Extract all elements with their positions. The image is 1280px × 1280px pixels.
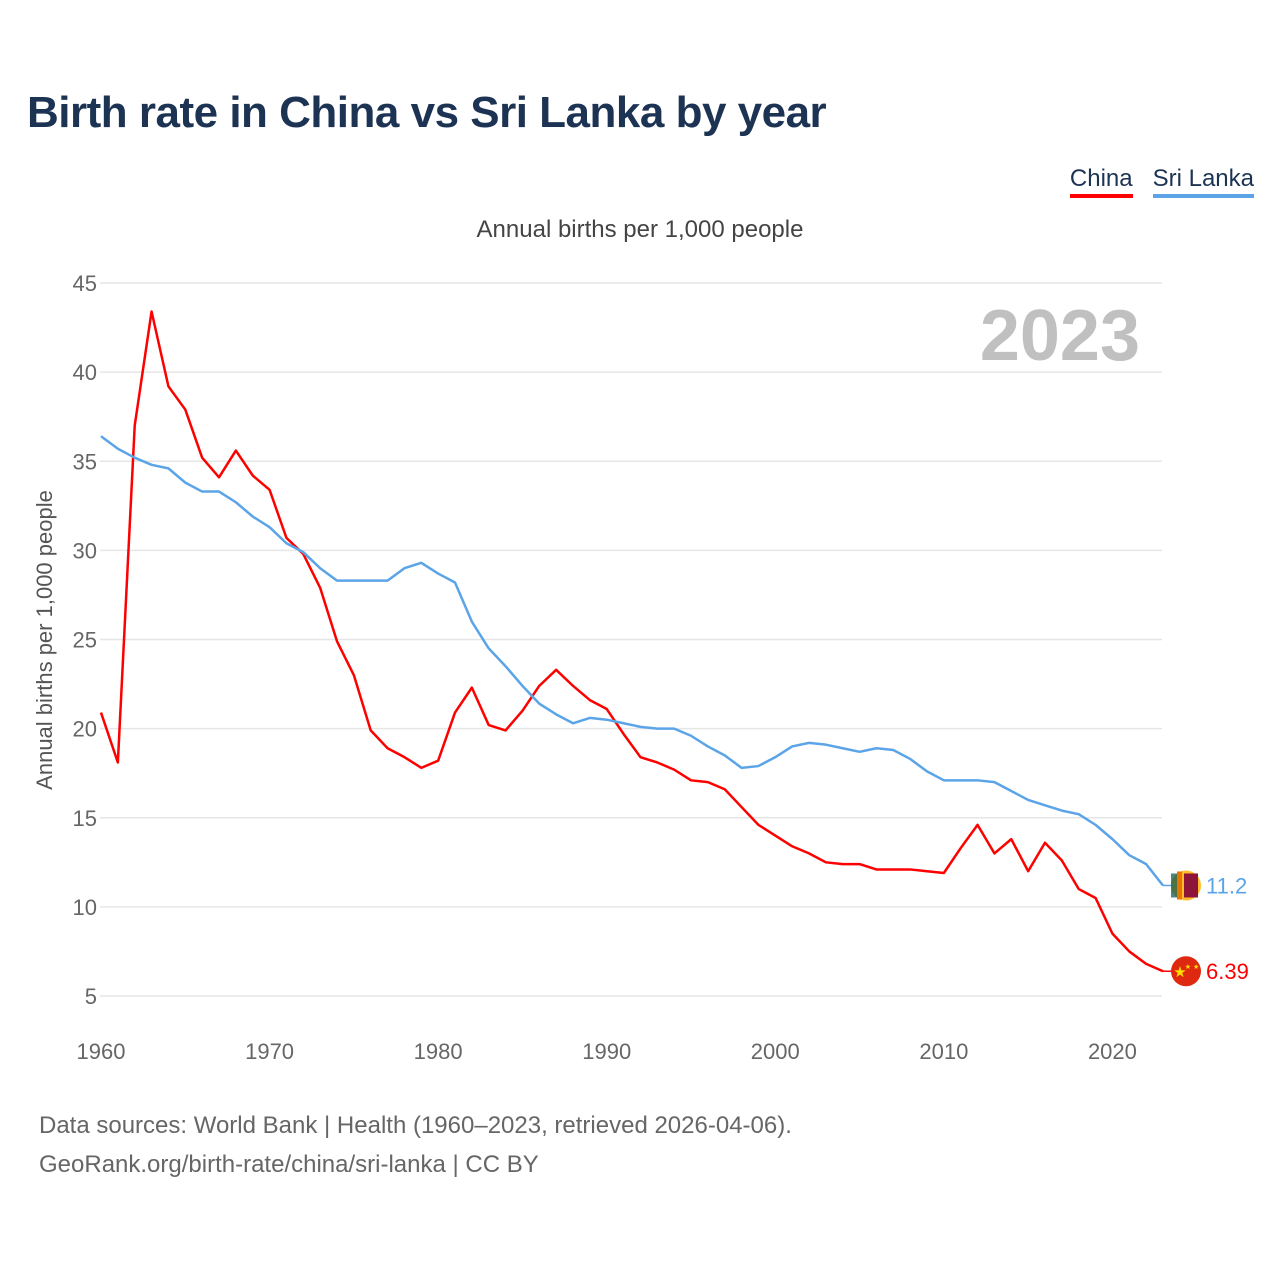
y-tick-label: 15	[73, 806, 97, 831]
end-value-label: 6.39	[1206, 959, 1249, 984]
legend-china[interactable]: China	[1069, 165, 1133, 198]
y-tick-label: 20	[73, 717, 97, 742]
end-value-label: 11.2	[1206, 873, 1247, 898]
year-watermark: 2023	[980, 296, 1140, 376]
x-tick-label: 1980	[414, 1039, 463, 1064]
y-tick-label: 5	[85, 984, 97, 1009]
series-line-china	[99, 310, 1164, 973]
y-axis-label: Annual births per 1,000 people	[32, 490, 57, 790]
chart-subtitle: Annual births per 1,000 people	[476, 216, 804, 243]
x-tick-label: 1970	[245, 1039, 294, 1064]
flag-panel	[1184, 873, 1198, 898]
x-tick-label: 2000	[751, 1039, 800, 1064]
flag-stripe-orange	[1177, 871, 1182, 900]
legend: China Sri Lanka	[1069, 165, 1254, 198]
y-tick-label: 35	[73, 449, 97, 474]
source-link[interactable]: GeoRank.org/birth-rate/china/sri-lanka |…	[39, 1151, 539, 1178]
y-tick-label: 25	[73, 628, 97, 653]
flag-star: ★	[1173, 964, 1186, 981]
legend-sri-lanka[interactable]: Sri Lanka	[1152, 165, 1254, 198]
china-flag-icon	[1171, 956, 1201, 987]
x-tick-label: 2020	[1088, 1039, 1137, 1064]
series-line-sri-lanka	[100, 435, 1164, 887]
y-tick-label: 10	[73, 895, 97, 920]
data-source: Data sources: World Bank | Health (1960–…	[39, 1112, 792, 1139]
x-tick-label: 1960	[77, 1039, 126, 1064]
y-tick-label: 40	[73, 360, 97, 385]
chart-title: Birth rate in China vs Sri Lanka by year	[27, 88, 827, 137]
footer: Data sources: World Bank | Health (1960–…	[39, 1106, 792, 1184]
y-tick-label: 30	[73, 538, 97, 563]
flag-star: ★ ★	[1185, 963, 1200, 971]
x-tick-label: 1990	[582, 1039, 631, 1064]
x-tick-label: 2010	[919, 1039, 968, 1064]
flag-stripe-green	[1171, 873, 1177, 898]
y-tick-label: 45	[73, 271, 97, 296]
